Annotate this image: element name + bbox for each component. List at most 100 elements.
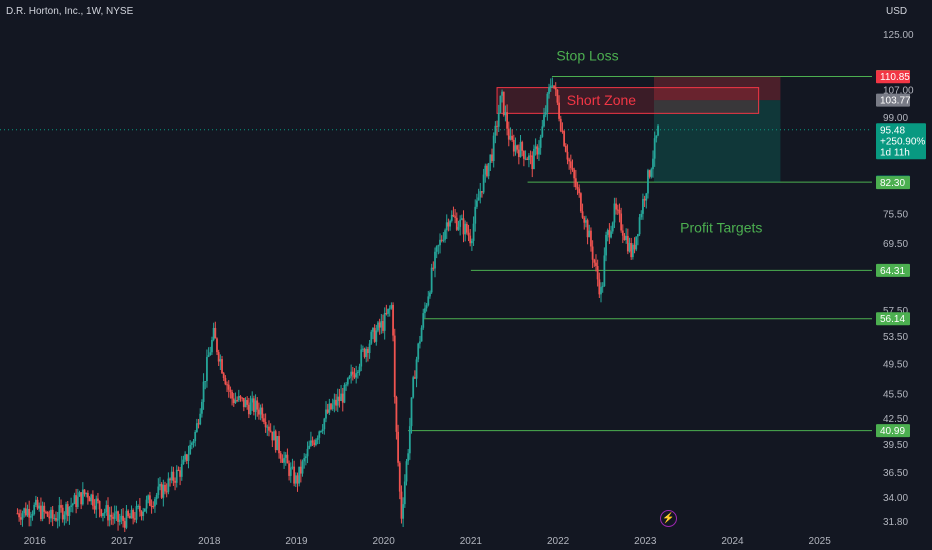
candle-body	[175, 469, 178, 483]
candle-body	[276, 436, 279, 451]
candle-body	[298, 466, 301, 484]
candle-body	[494, 125, 497, 136]
candle-body	[621, 230, 624, 236]
candle-body	[341, 393, 344, 403]
candle-body	[521, 142, 524, 151]
candle-body	[543, 114, 545, 127]
candle-body	[222, 373, 225, 379]
time-tick-label: 2017	[111, 536, 134, 547]
candle-body	[219, 359, 222, 362]
candle-body	[568, 159, 571, 162]
candle-body	[638, 217, 641, 235]
candle-body	[558, 102, 560, 119]
candle-body	[585, 220, 587, 223]
candle-body	[112, 516, 114, 519]
candle-body	[434, 251, 436, 269]
candle-body	[631, 244, 634, 258]
candle-body	[626, 235, 629, 252]
candle-body	[449, 220, 451, 227]
candle-body	[76, 496, 79, 507]
candle-body	[315, 439, 317, 445]
candle-body	[410, 397, 413, 427]
candle-body	[234, 400, 237, 404]
candle-body	[36, 499, 39, 509]
candle-body	[92, 494, 94, 506]
candle-body	[50, 509, 52, 519]
candle-body	[447, 222, 450, 227]
candle-body	[226, 384, 228, 386]
price-badge-text: 56.14	[880, 314, 905, 325]
candle-body	[351, 371, 354, 375]
candle-body	[583, 217, 586, 223]
candle-body	[108, 514, 111, 521]
candle-body	[635, 236, 638, 250]
candle-body	[620, 213, 623, 231]
candle-body	[60, 505, 62, 508]
candle-body	[293, 466, 296, 484]
candle-body	[135, 506, 138, 520]
candle-body	[138, 505, 141, 512]
candle-body	[120, 515, 123, 520]
time-tick-label: 2023	[634, 536, 657, 547]
candle-body	[623, 235, 626, 241]
candle-body	[296, 475, 299, 484]
candle-body	[45, 511, 47, 513]
candle-body	[343, 384, 346, 403]
currency-label[interactable]: USD	[886, 6, 908, 17]
price-badge	[876, 424, 910, 438]
candle-body	[630, 243, 633, 258]
candle-body	[390, 304, 393, 309]
candle-body	[177, 469, 180, 471]
short-zone-box	[496, 87, 760, 114]
candle-body	[533, 148, 535, 170]
candle-body	[564, 145, 567, 152]
candle-body	[71, 503, 74, 506]
candle-body	[241, 397, 244, 399]
candle-body	[546, 93, 549, 113]
candle-body	[118, 519, 121, 522]
candle-body	[539, 136, 542, 148]
candle-body	[51, 509, 54, 519]
candle-body	[628, 243, 631, 252]
candle-body	[554, 87, 557, 90]
candle-body	[197, 423, 200, 425]
candle-body	[593, 259, 596, 263]
time-axis[interactable]: 2016 2017 2018 2019 2020 2021 2022 2023 2024 2025	[24, 536, 831, 547]
candle-body	[464, 223, 467, 235]
candle-body	[345, 384, 348, 386]
candle-body	[655, 135, 658, 139]
candle-body	[340, 393, 342, 402]
candle-body	[382, 321, 384, 331]
candle-body	[33, 504, 36, 515]
candle-body	[185, 454, 188, 461]
candle-body	[407, 453, 410, 462]
candle-body	[152, 506, 155, 508]
candle-body	[450, 214, 453, 221]
candle-body	[432, 267, 435, 269]
candle-body	[326, 409, 329, 413]
candle-body	[261, 407, 264, 419]
candle-body	[603, 255, 606, 287]
candle-body	[81, 489, 84, 505]
candle-body	[548, 87, 550, 94]
candle-body	[648, 170, 651, 177]
candle-body	[415, 359, 418, 379]
stop-loss-label: Stop Loss	[556, 48, 618, 64]
candle-body	[167, 478, 170, 492]
candle-body	[246, 400, 249, 405]
candle-body	[18, 513, 21, 518]
candle-body	[288, 463, 291, 476]
candle-body	[637, 234, 639, 237]
lightning-icon[interactable]: ⚡	[660, 510, 677, 527]
price-badge-text: 64.31	[880, 266, 905, 277]
candle-body	[459, 219, 462, 227]
candle-body	[268, 426, 270, 431]
candle-body	[286, 454, 289, 464]
candle-body	[388, 308, 391, 310]
price-axis[interactable]: 125.00 107.00 99.00 75.50 69.50 57.50 53.50 49.…	[883, 30, 914, 528]
candle-body	[538, 147, 540, 155]
candle-body	[281, 458, 284, 463]
candle-body	[403, 481, 406, 505]
candle-body	[377, 322, 379, 331]
